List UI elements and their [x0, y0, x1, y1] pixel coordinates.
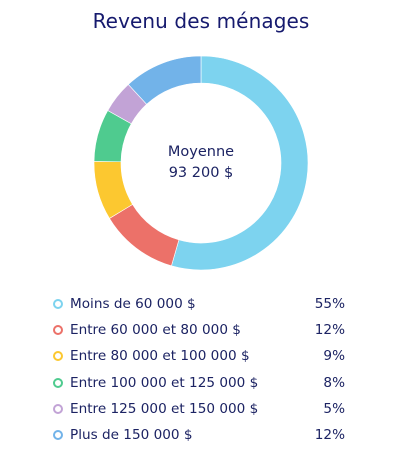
legend-label: Entre 100 000 et 125 000 $ — [70, 374, 259, 391]
chart-title: Revenu des ménages — [92, 9, 310, 33]
legend-item[interactable]: Plus de 150 000 $ 12% — [53, 422, 345, 448]
legend-label: Moins de 60 000 $ — [70, 296, 196, 313]
legend-item[interactable]: Moins de 60 000 $ 55% — [53, 291, 345, 317]
legend-item[interactable]: Entre 60 000 et 80 000 $ 12% — [53, 317, 345, 343]
donut-slice[interactable] — [109, 204, 180, 267]
legend-value: 9% — [323, 348, 345, 365]
legend-label: Entre 60 000 et 80 000 $ — [70, 322, 241, 339]
legend-marker-icon — [53, 299, 63, 310]
legend-value: 12% — [314, 427, 345, 444]
legend-value: 5% — [323, 400, 345, 417]
donut-chart: Moyenne 93 200 $ — [86, 48, 316, 278]
legend-value: 8% — [323, 374, 345, 391]
legend-marker-icon — [53, 430, 63, 441]
donut-slice[interactable] — [171, 55, 309, 271]
legend-label: Entre 80 000 et 100 000 $ — [70, 348, 250, 365]
legend: Moins de 60 000 $ 55% Entre 60 000 et 80… — [53, 291, 345, 448]
legend-value: 55% — [314, 296, 345, 313]
legend-marker-icon — [53, 351, 63, 362]
legend-marker-icon — [53, 325, 63, 336]
legend-label: Entre 125 000 et 150 000 $ — [70, 400, 259, 417]
legend-marker-icon — [53, 403, 63, 414]
legend-marker-icon — [53, 377, 63, 388]
donut-svg — [93, 55, 309, 271]
legend-item[interactable]: Entre 125 000 et 150 000 $ 5% — [53, 396, 345, 422]
legend-item[interactable]: Entre 80 000 et 100 000 $ 9% — [53, 343, 345, 369]
donut-slice[interactable] — [127, 55, 202, 105]
legend-item[interactable]: Entre 100 000 et 125 000 $ 8% — [53, 370, 345, 396]
legend-value: 12% — [314, 322, 345, 339]
legend-label: Plus de 150 000 $ — [70, 427, 193, 444]
